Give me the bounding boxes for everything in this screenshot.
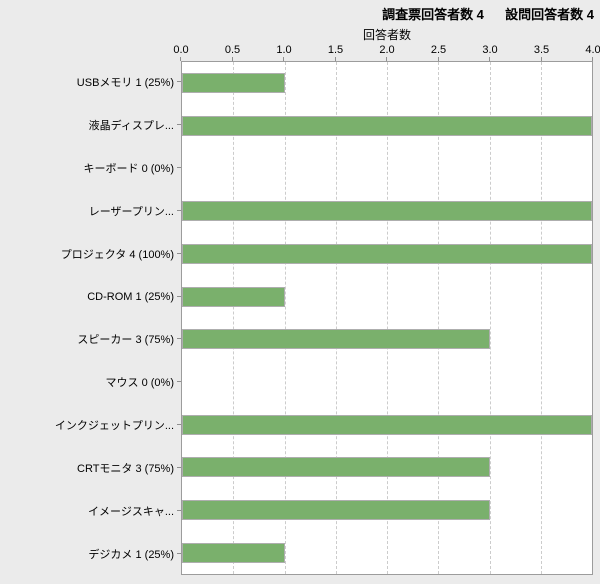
y-tick-mark [177,338,181,340]
x-tick-mark [540,57,542,61]
bar [182,116,592,136]
category-label: CRTモニタ 3 (75%) [77,462,174,475]
gridline [489,62,491,574]
y-tick-mark [177,81,181,83]
x-axis-tick-marks [180,57,593,61]
bar [182,500,490,521]
x-tick-label: 2.0 [379,44,395,56]
bar [182,244,592,265]
bar-row [182,105,592,148]
category-label: デジカメ 1 (25%) [88,548,174,561]
category-label: プロジェクタ 4 (100%) [60,248,174,261]
y-tick-mark [177,167,181,169]
plot-area [181,61,593,575]
x-tick-label: 3.0 [482,44,498,56]
y-axis-tick-marks [177,61,181,575]
bar [182,542,285,563]
x-tick-mark [592,57,593,61]
bar-row [182,531,592,574]
chart-header: 調査票回答者数 4 設問回答者数 4 [382,4,594,23]
x-tick-label: 1.0 [276,44,292,56]
bar-row [182,275,592,318]
bar-row [182,233,592,276]
x-axis-tick-labels: 0.0 0.5 1.0 1.5 2.0 2.5 3.0 3.5 4.0 [173,44,600,57]
gridline [284,62,286,574]
bar-row [182,489,592,532]
x-tick-mark [334,57,336,61]
category-label: キーボード 0 (0%) [83,163,174,176]
x-tick-mark [283,57,284,61]
bar-row [182,446,592,489]
x-tick-label: 2.5 [430,44,447,56]
x-tick-mark [386,57,387,61]
gridline [438,62,440,574]
bar-row [182,403,592,446]
x-tick-mark [231,57,233,61]
bar [182,414,592,435]
y-tick-mark [177,252,181,254]
category-label: スピーカー 3 (75%) [77,334,174,347]
bar-rows [182,62,592,574]
x-tick-label: 0.0 [173,44,189,56]
y-tick-mark [177,209,181,211]
category-label: イメージスキャ... [88,505,174,518]
gridline [387,62,388,574]
category-label: マウス 0 (0%) [105,377,174,390]
bar-row [182,190,592,233]
x-tick-label: 3.5 [533,44,550,56]
gridline [233,62,235,574]
x-axis-title: 回答者数 [362,28,411,42]
bar-row [182,318,592,361]
y-tick-mark [177,466,181,468]
bar [182,457,490,478]
y-axis-category-labels: USBメモリ 1 (25%) 液晶ディスプレ... キーボード 0 (0%) レーザー… [0,61,174,575]
x-tick-label: 0.5 [224,44,241,56]
y-tick-mark [177,424,181,426]
bar-row [182,361,592,404]
gridline [335,62,337,574]
category-label: CD-ROM 1 (25%) [87,290,174,303]
bar-row [182,147,592,190]
category-label: 液晶ディスプレ... [88,120,174,133]
category-label: USBメモリ 1 (25%) [76,77,174,90]
bar [182,329,490,350]
bar [182,201,592,222]
y-tick-mark [177,381,181,383]
bar [182,73,285,94]
y-tick-mark [177,124,181,126]
y-tick-mark [177,552,181,554]
x-tick-mark [180,57,181,61]
question-respondent-count: 設問回答者数 4 [505,7,594,22]
survey-respondent-count: 調査票回答者数 4 [382,7,484,22]
x-tick-label: 4.0 [585,44,600,56]
gridline [540,62,542,574]
bar-row [182,62,592,105]
y-tick-mark [177,509,181,511]
bar [182,286,285,307]
x-tick-mark [437,57,439,61]
x-tick-mark [489,57,490,61]
x-tick-label: 1.5 [327,44,344,56]
category-label: インクジェットプリン... [54,420,174,433]
y-tick-mark [177,295,181,297]
category-label: レーザープリン... [88,205,174,218]
